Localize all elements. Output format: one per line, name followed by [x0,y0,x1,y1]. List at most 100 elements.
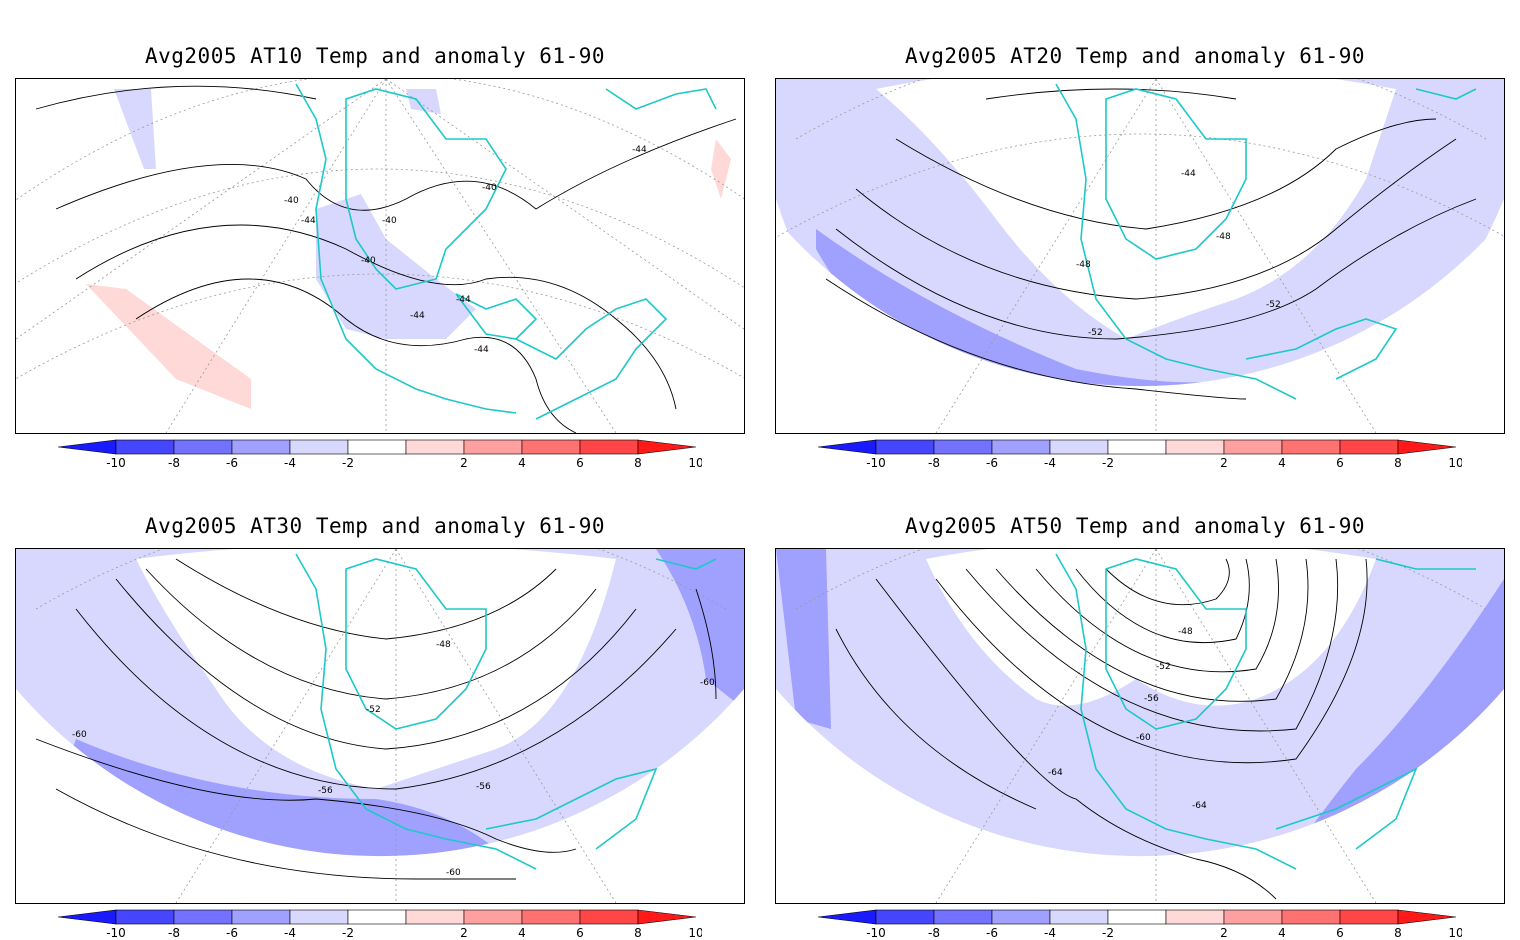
colorbar: -10 -8 -6 -4 -2 2 4 6 8 10 [58,439,702,470]
colorbar-swatch [1049,909,1109,925]
colorbar-swatch [231,909,291,925]
map-at30: -48 -52 -60 -56 -56 -60 -60 [15,548,745,904]
contour-label: -44 [632,145,647,155]
anomaly-region [86,284,251,409]
contour-label: -44 [1181,169,1196,179]
contour-label: -60 [1136,733,1151,743]
colorbar-tick-label: -4 [1044,456,1056,470]
colorbar-arrow-right [637,909,697,925]
colorbar-tick-label: -10 [866,926,886,940]
colorbar-swatch [933,909,993,925]
colorbar-swatch [1339,439,1399,455]
colorbar-tick-label: 10 [688,456,702,470]
anomaly-region [711,139,731,199]
colorbar-swatch [1165,439,1225,455]
colorbar-tick-label: 4 [518,926,526,940]
colorbar-swatch [1165,909,1225,925]
colorbar-tick-label: -4 [284,926,296,940]
colorbar-tick-label: -4 [284,456,296,470]
colorbar-tick-label: -8 [168,456,180,470]
contour-label: -48 [436,640,451,650]
colorbar-swatch [1281,439,1341,455]
contour-label: -52 [1156,662,1171,672]
colorbar-arrow-left [58,909,117,925]
contour-label: -48 [1216,232,1231,242]
panel-at20: Avg2005 AT20 Temp and anomaly 61-90 [760,0,1510,470]
colorbar-tick-label: 6 [576,926,584,940]
colorbar-swatch [405,439,465,455]
colorbar-tick-label: 8 [634,926,642,940]
colorbar-swatch [521,909,581,925]
contour-label: -40 [361,256,376,266]
panel-title: Avg2005 AT20 Temp and anomaly 61-90 [904,44,1365,68]
colorbar-swatch [231,439,291,455]
contours [35,85,737,433]
colorbar-tick-label: 6 [1336,456,1344,470]
colorbar-swatch [405,909,465,925]
colorbar-tick-label: -2 [1102,456,1114,470]
colorbar-swatch [1107,439,1167,455]
contour-label: -64 [1048,768,1063,778]
panel-at50: Avg2005 AT50 Temp and anomaly 61-90 [760,470,1510,940]
contour-label: -56 [476,782,491,792]
colorbar-swatch [115,909,175,925]
colorbar-tick-label: -6 [226,456,238,470]
colorbar-tick-label: -2 [342,926,354,940]
colorbar-tick-label: -4 [1044,926,1056,940]
hemisphere-mask [16,549,744,903]
colorbar-swatch [991,439,1051,455]
colorbar-tick-label: 4 [1278,926,1286,940]
colorbar-swatch [1223,909,1283,925]
contour-label: -60 [72,730,87,740]
map-at20: -44 -48 -48 -52 -52 [775,78,1505,434]
colorbar: -10 -8 -6 -4 -2 2 4 6 8 10 [818,909,1462,940]
colorbar-swatch [1339,909,1399,925]
colorbar-swatch [463,909,523,925]
contour-label: -40 [382,216,397,226]
graticule [16,79,744,433]
contour-label: -44 [474,345,489,355]
contours [825,88,1477,400]
map-at50: -48 -52 -56 -60 -64 -64 [775,548,1505,904]
colorbar-tick-label: 2 [460,456,468,470]
panel-title: Avg2005 AT30 Temp and anomaly 61-90 [144,514,605,538]
contour-label: -48 [1076,260,1091,270]
hemisphere-mask [776,79,1504,433]
graticule [35,549,727,903]
colorbar-tick-label: 4 [518,456,526,470]
colorbar-tick-label: -6 [986,926,998,940]
colorbar-tick-label: -8 [928,456,940,470]
colorbar-arrow-left [818,909,877,925]
anomaly-region [816,229,1246,433]
colorbar-arrow-right [1397,439,1457,455]
colorbar-arrow-left [818,439,877,455]
colorbar-swatch [289,909,349,925]
hemisphere-mask [776,549,1504,903]
panel-at10: Avg2005 AT10 Temp and anomaly 61-90 [0,0,750,470]
colorbar-tick-label: 10 [1448,456,1462,470]
colorbar-swatch [289,439,349,455]
anomaly-region [114,89,156,169]
colorbar-tick-label: -10 [106,456,126,470]
contour-label: -52 [1266,300,1281,310]
panel-title: Avg2005 AT50 Temp and anomaly 61-90 [904,514,1365,538]
colorbar-arrow-right [1397,909,1457,925]
contour-label: -56 [318,786,333,796]
contour-label: -40 [482,183,497,193]
anomaly-region [1296,579,1504,879]
contour-label: -60 [700,678,715,688]
colorbar-swatch [521,439,581,455]
colorbar-tick-label: 2 [1220,926,1228,940]
anomaly-region [406,89,441,114]
anomaly-region [656,549,744,709]
coastlines [1055,553,1476,870]
colorbar-swatch [1049,439,1109,455]
anomaly-region [316,194,476,339]
colorbar-swatch [1107,909,1167,925]
contour-label: -44 [410,311,425,321]
map-at10: -40 -44 -40 -40 -40 -44 -44 -44 -44 [15,78,745,434]
coastlines [295,553,717,870]
colorbar-swatch [463,439,523,455]
contour-label: -44 [301,216,316,226]
colorbar-tick-label: -6 [226,926,238,940]
